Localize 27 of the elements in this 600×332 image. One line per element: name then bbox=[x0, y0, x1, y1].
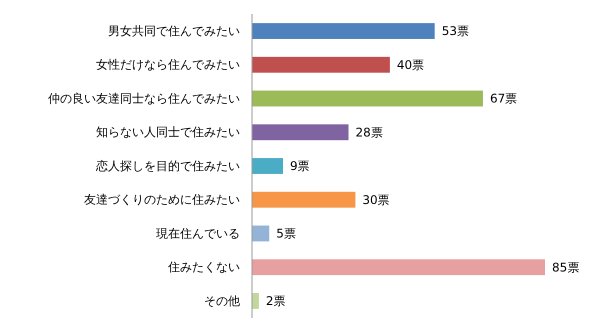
y-tick-label: 知らない人同士で住みたい bbox=[96, 125, 240, 140]
y-tick-label: 女性だけなら住んでみたい bbox=[96, 58, 240, 72]
data-label: 53票 bbox=[442, 24, 469, 38]
y-tick-label: 友達づくりのために住みたい bbox=[84, 192, 240, 207]
y-tick-label: 男女共同で住んでみたい bbox=[108, 24, 240, 38]
bar bbox=[252, 23, 435, 39]
y-tick-label: 現在住んでいる bbox=[156, 226, 240, 240]
bar bbox=[252, 259, 545, 276]
y-tick-label: その他 bbox=[204, 294, 240, 308]
bar bbox=[252, 192, 356, 208]
y-tick-label: 恋人探しを目的で住みたい bbox=[95, 158, 240, 173]
y-tick-label: 住みたくない bbox=[167, 260, 240, 274]
bar bbox=[252, 56, 390, 73]
data-label: 40票 bbox=[396, 58, 424, 72]
data-label: 85票 bbox=[552, 260, 580, 274]
data-label: 9票 bbox=[290, 159, 310, 174]
bar bbox=[252, 90, 483, 106]
y-tick-label: 仲の良い友達同士なら住んでみたい bbox=[48, 91, 240, 106]
data-label: 30票 bbox=[362, 192, 390, 207]
data-label: 2票 bbox=[266, 294, 286, 308]
data-label: 28票 bbox=[356, 125, 383, 140]
bar bbox=[252, 226, 270, 242]
data-label: 5票 bbox=[276, 226, 296, 241]
bar bbox=[252, 158, 284, 174]
data-label: 67票 bbox=[490, 92, 518, 106]
bar bbox=[252, 293, 259, 309]
bar bbox=[252, 124, 349, 140]
